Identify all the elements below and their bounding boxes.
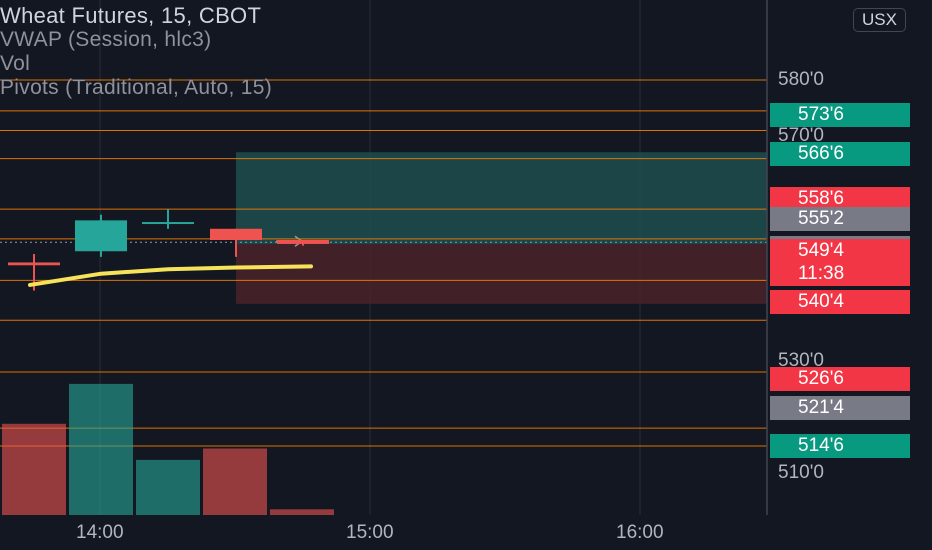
pivot-lines bbox=[0, 79, 767, 447]
y-tick-label: 510'0 bbox=[778, 462, 824, 483]
vwap-line bbox=[28, 264, 313, 287]
position-zones[interactable] bbox=[0, 152, 767, 304]
vwap-polyline bbox=[28, 264, 313, 287]
volume-bar-1 bbox=[69, 383, 133, 515]
price-label: 514'6 bbox=[770, 434, 910, 459]
volume-bar-2 bbox=[136, 459, 200, 515]
chart-legend: Wheat Futures, 15, CBOT VWAP (Session, h… bbox=[0, 4, 272, 100]
price-label: 526'6 bbox=[770, 366, 910, 391]
price-label: 11:38 bbox=[770, 261, 910, 286]
volume-bar-0 bbox=[2, 423, 66, 515]
volume-bar-4 bbox=[270, 509, 334, 515]
currency-button[interactable]: USX bbox=[853, 8, 906, 32]
y-tick-label: 580'0 bbox=[778, 69, 824, 90]
candle-body-4 bbox=[277, 240, 329, 244]
x-tick-label: 14:00 bbox=[76, 522, 124, 543]
candle-body-0 bbox=[8, 262, 60, 266]
candle-body-3 bbox=[210, 228, 262, 241]
profit-zone bbox=[236, 152, 767, 245]
price-label: 555'2 bbox=[770, 206, 910, 231]
indicator-pivots[interactable]: Pivots (Traditional, Auto, 15) bbox=[0, 76, 273, 99]
price-label: 521'4 bbox=[770, 396, 910, 421]
y-tick-label: 570'0 bbox=[778, 125, 824, 147]
volume-bars bbox=[2, 383, 334, 515]
symbol-title[interactable]: Wheat Futures, 15, CBOT bbox=[0, 3, 262, 28]
volume-bar-3 bbox=[203, 448, 267, 515]
x-tick-label: 15:00 bbox=[346, 522, 394, 543]
x-tick-label: 16:00 bbox=[616, 522, 664, 543]
price-label: 573'6 bbox=[770, 103, 910, 128]
candles bbox=[8, 209, 329, 291]
price-label: 540'4 bbox=[770, 289, 910, 314]
candle-body-2 bbox=[142, 222, 194, 225]
indicator-vwap[interactable]: VWAP (Session, hlc3) bbox=[0, 28, 212, 51]
indicator-vol[interactable]: Vol bbox=[0, 52, 31, 75]
price-label: 566'6 bbox=[770, 142, 910, 167]
y-tick-label: 530'0 bbox=[778, 349, 824, 371]
price-label: 549'4 bbox=[770, 239, 910, 264]
candle-body-1 bbox=[75, 220, 127, 252]
loss-zone bbox=[236, 244, 767, 304]
